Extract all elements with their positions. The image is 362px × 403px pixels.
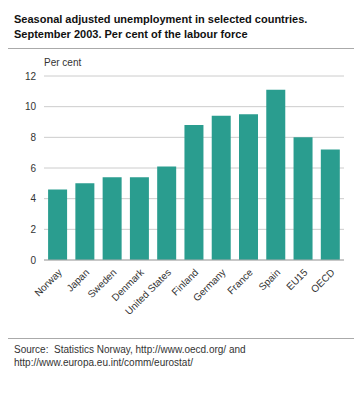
html-text:Source: Statistics Norway, htt: Source: Statistics Norway, http://www.oe… [14, 344, 246, 355]
html-text:Per cent: Per cent [44, 57, 82, 68]
svg-text:12: 12 [25, 71, 37, 82]
svg-text:Denmark: Denmark [109, 266, 146, 304]
svg-text:OECD: OECD [309, 267, 337, 295]
html-text:September 2003. Per cent of th: September 2003. Per cent of the labour f… [14, 28, 248, 40]
svg-text:Finland: Finland [169, 266, 201, 298]
svg-text:10: 10 [25, 101, 37, 112]
svg-text:Germany: Germany [191, 267, 228, 304]
svg-text:8: 8 [30, 132, 36, 143]
svg-text:6: 6 [30, 163, 36, 174]
svg-text:France: France [225, 266, 255, 296]
svg-text:Norway: Norway [32, 267, 64, 299]
html-text:Seasonal adjusted unemployment: Seasonal adjusted unemployment in select… [14, 13, 308, 25]
svg-text:Spain: Spain [256, 267, 282, 293]
svg-text:Sweden: Sweden [85, 266, 119, 300]
svg-text:0: 0 [30, 255, 36, 266]
svg-text:Japan: Japan [64, 266, 92, 294]
html-text:http://www.europa.eu.int/comm/: http://www.europa.eu.int/comm/eurostat/ [14, 357, 193, 368]
svg-text:2: 2 [30, 224, 36, 235]
svg-text:EU15: EU15 [284, 266, 310, 292]
svg-text:4: 4 [30, 193, 36, 204]
svg-text:United States: United States [123, 267, 173, 317]
